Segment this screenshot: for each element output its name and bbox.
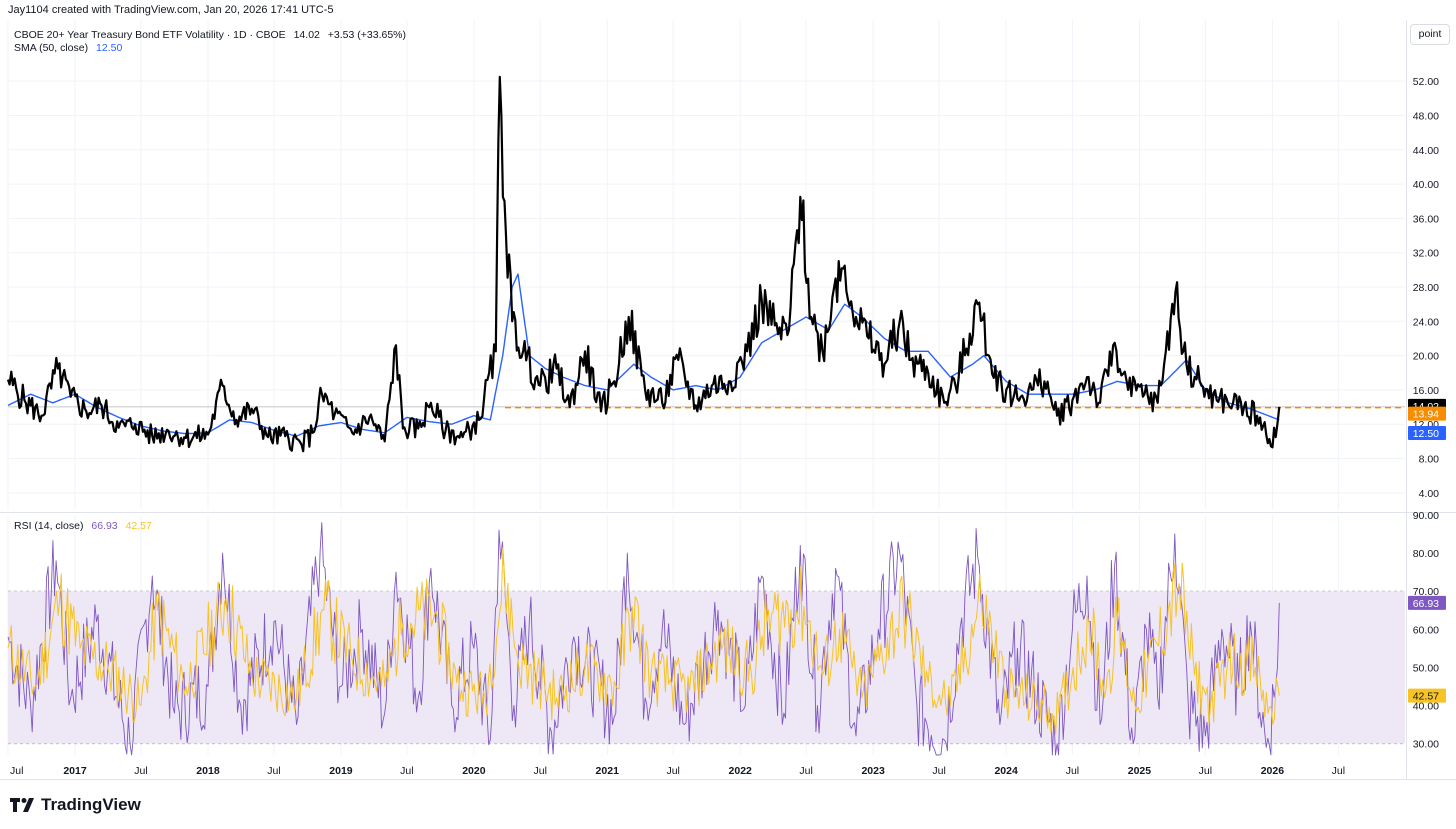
tradingview-logo[interactable]: TradingView (10, 795, 141, 815)
time-tick-label: Jul (134, 765, 147, 777)
price-line (6, 75, 1281, 453)
rsi-tick-label: 80.00 (1413, 548, 1439, 560)
price-tick-label: 52.00 (1413, 76, 1439, 88)
sma-legend: SMA (50, close) 12.50 (14, 42, 122, 54)
time-tick-label: 2026 (1261, 765, 1285, 777)
rsi-legend: RSI (14, close) 66.93 42.57 (14, 520, 152, 532)
time-tick-label: 2022 (729, 765, 753, 777)
grid (0, 20, 1456, 780)
main-legend-change: +3.53 (+33.65%) (327, 29, 407, 41)
price-tick-label: 4.00 (1419, 488, 1440, 500)
time-tick-label: Jul (1332, 765, 1345, 777)
rsi-badge-bg (1408, 595, 1446, 610)
rsi-tick-label: 90.00 (1413, 510, 1439, 522)
price-tick-label: 24.00 (1413, 316, 1439, 328)
time-tick-label: 2018 (196, 765, 220, 777)
rsi-legend-label: RSI (14, close) (14, 520, 84, 532)
time-tick-label: Jul (400, 765, 413, 777)
time-tick-label: Jul (932, 765, 945, 777)
price-tick-label: 28.00 (1413, 282, 1439, 294)
rsi-tick-label: 30.00 (1413, 739, 1439, 751)
time-tick-label: 2023 (861, 765, 885, 777)
sma-line (7, 273, 1280, 437)
price-tick-label: 8.00 (1419, 454, 1440, 466)
time-tick-label: Jul (267, 765, 280, 777)
chart-credit: Jay1104 created with TradingView.com, Ja… (8, 4, 334, 16)
rsi-badge: 66.93 (1408, 595, 1446, 610)
rsi-ma-legend-value: 42.57 (125, 520, 152, 532)
time-tick-label: Jul (10, 765, 23, 777)
tradingview-logo-text: TradingView (41, 795, 141, 814)
time-tick-label: Jul (1199, 765, 1212, 777)
time-tick-label: Jul (799, 765, 812, 777)
scale-mode-button[interactable]: point (1410, 24, 1450, 45)
price-badge-bg (1408, 425, 1446, 440)
time-tick-label: 2025 (1128, 765, 1152, 777)
price-badge-label: 12.50 (1413, 428, 1439, 440)
price-badge: 12.50 (1408, 425, 1446, 440)
price-badge-bg (1408, 406, 1446, 421)
time-tick-label: Jul (1066, 765, 1079, 777)
price-tick-label: 40.00 (1413, 179, 1439, 191)
rsi-badge-label: 42.57 (1413, 691, 1439, 703)
rsi-tick-label: 60.00 (1413, 624, 1439, 636)
chart-marks (6, 75, 1405, 756)
axes: 4.008.0012.0016.0020.0024.0028.0032.0036… (10, 76, 1439, 777)
main-legend: CBOE 20+ Year Treasury Bond ETF Volatili… (14, 29, 406, 41)
rsi-legend-value: 66.93 (91, 520, 118, 532)
rsi-ma-line (7, 546, 1280, 735)
rsi-badge: 42.57 (1408, 688, 1446, 703)
price-tick-label: 44.00 (1413, 145, 1439, 157)
main-legend-value: 14.02 (293, 29, 320, 41)
price-tick-label: 32.00 (1413, 248, 1439, 260)
time-tick-label: 2019 (329, 765, 353, 777)
sma-legend-label: SMA (50, close) (14, 42, 89, 54)
price-tick-label: 16.00 (1413, 385, 1439, 397)
price-tick-label: 20.00 (1413, 351, 1439, 363)
price-badge-label: 13.94 (1413, 409, 1439, 421)
rsi-tick-label: 70.00 (1413, 586, 1439, 598)
price-tick-label: 48.00 (1413, 110, 1439, 122)
time-tick-label: 2021 (596, 765, 620, 777)
sma-legend-value: 12.50 (96, 42, 123, 54)
main-legend-label: CBOE 20+ Year Treasury Bond ETF Volatili… (14, 29, 286, 41)
price-badge: 13.94 (1408, 406, 1446, 421)
time-tick-label: 2017 (63, 765, 87, 777)
time-tick-label: Jul (666, 765, 679, 777)
rsi-badge-label: 66.93 (1413, 598, 1439, 610)
time-tick-label: 2024 (994, 765, 1018, 777)
rsi-tick-label: 50.00 (1413, 662, 1439, 674)
price-tick-label: 36.00 (1413, 213, 1439, 225)
rsi-badge-bg (1408, 688, 1446, 703)
tradingview-logo-icon (10, 798, 34, 812)
time-tick-label: Jul (533, 765, 546, 777)
rsi-tick-label: 40.00 (1413, 700, 1439, 712)
time-tick-label: 2020 (462, 765, 486, 777)
